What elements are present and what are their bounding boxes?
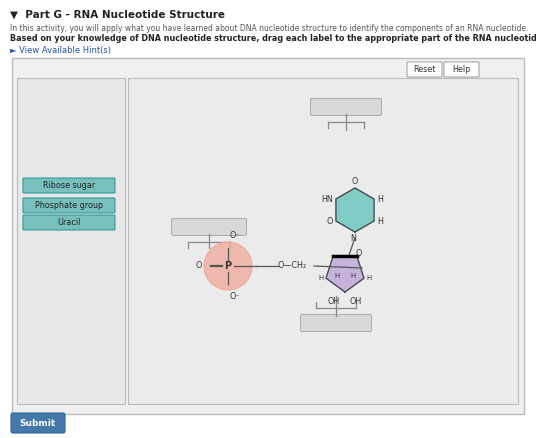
FancyBboxPatch shape bbox=[407, 62, 442, 77]
Text: H: H bbox=[334, 273, 340, 279]
Text: N: N bbox=[350, 234, 356, 243]
Text: Phosphate group: Phosphate group bbox=[35, 201, 103, 210]
FancyBboxPatch shape bbox=[301, 314, 371, 332]
Text: Reset: Reset bbox=[413, 65, 436, 74]
FancyBboxPatch shape bbox=[17, 78, 125, 404]
Text: O: O bbox=[352, 177, 358, 186]
Polygon shape bbox=[326, 256, 364, 292]
Text: H: H bbox=[377, 194, 383, 204]
Text: ▼  Part G - RNA Nucleotide Structure: ▼ Part G - RNA Nucleotide Structure bbox=[10, 10, 225, 20]
Text: Based on your knowledge of DNA nucleotide structure, drag each label to the appr: Based on your knowledge of DNA nucleotid… bbox=[10, 34, 536, 43]
Text: ► View Available Hint(s): ► View Available Hint(s) bbox=[10, 46, 111, 55]
Text: O—CH₂: O—CH₂ bbox=[278, 261, 307, 271]
FancyBboxPatch shape bbox=[23, 215, 115, 230]
FancyBboxPatch shape bbox=[444, 62, 479, 77]
Text: Uracil: Uracil bbox=[57, 218, 81, 227]
Polygon shape bbox=[336, 188, 374, 232]
FancyBboxPatch shape bbox=[310, 99, 382, 116]
Text: Ribose sugar: Ribose sugar bbox=[43, 181, 95, 190]
Circle shape bbox=[204, 242, 252, 290]
Text: O: O bbox=[356, 250, 362, 258]
Text: OH: OH bbox=[328, 297, 340, 306]
Text: Help: Help bbox=[452, 65, 471, 74]
Text: H: H bbox=[351, 273, 355, 279]
Text: H: H bbox=[367, 275, 371, 281]
Text: P: P bbox=[225, 261, 232, 271]
Text: O⁻: O⁻ bbox=[230, 292, 241, 301]
Text: OH: OH bbox=[350, 297, 362, 306]
FancyBboxPatch shape bbox=[12, 58, 524, 414]
FancyBboxPatch shape bbox=[128, 78, 518, 404]
FancyBboxPatch shape bbox=[172, 219, 247, 236]
FancyBboxPatch shape bbox=[11, 413, 65, 433]
Text: H: H bbox=[318, 275, 324, 281]
Text: O: O bbox=[196, 261, 202, 271]
FancyBboxPatch shape bbox=[23, 178, 115, 193]
Text: O: O bbox=[326, 216, 333, 226]
Text: HN: HN bbox=[321, 194, 333, 204]
Text: H: H bbox=[377, 216, 383, 226]
Text: In this activity, you will apply what you have learned about DNA nucleotide stru: In this activity, you will apply what yo… bbox=[10, 24, 528, 33]
FancyBboxPatch shape bbox=[23, 198, 115, 213]
Text: Submit: Submit bbox=[20, 418, 56, 427]
Text: O⁻: O⁻ bbox=[230, 231, 241, 240]
